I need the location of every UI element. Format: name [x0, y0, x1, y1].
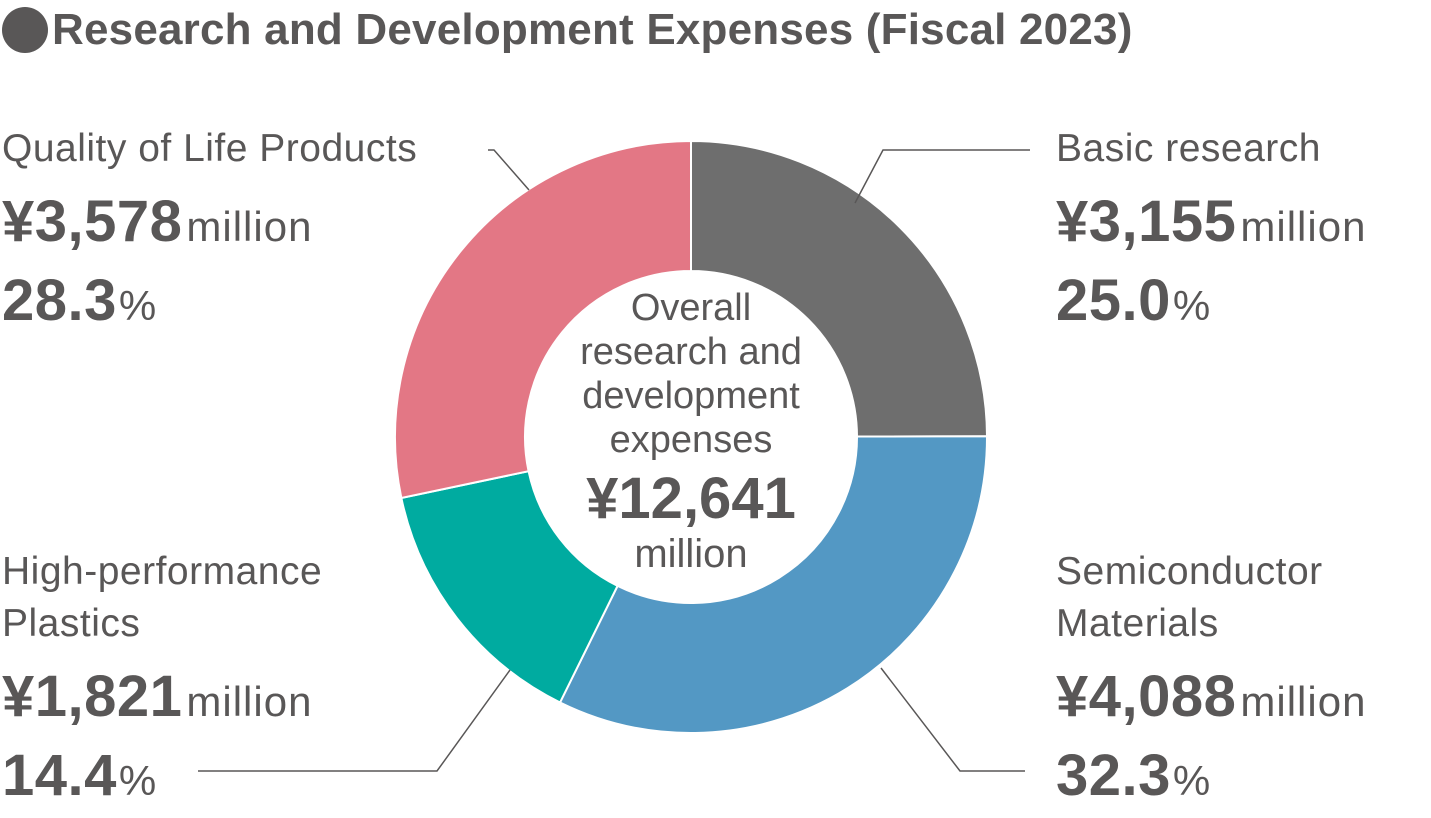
leader-line-semiconductor-materials — [880, 667, 1025, 772]
slice-name-line-2: Plastics — [2, 602, 141, 645]
slice-amount: ¥1,821million — [2, 660, 322, 739]
center-total-unit: million — [634, 532, 748, 576]
label-basic-research: Basic research ¥3,155million 25.0% — [1056, 123, 1366, 343]
donut-center-label: Overall research and development expense… — [541, 286, 841, 576]
center-total-amount: ¥12,641 — [586, 466, 796, 531]
slice-amount-unit: million — [186, 678, 313, 725]
donut-slice-quality-of-life-products — [394, 139, 692, 500]
slice-name: Quality of Life Products — [2, 127, 418, 170]
slice-amount: ¥3,155million — [1056, 185, 1366, 264]
donut-slice-high-performance-plastics — [400, 470, 619, 704]
label-high-performance-plastics: High-performance Plastics ¥1,821million … — [2, 546, 322, 818]
donut-slice-basic-research — [690, 139, 989, 438]
donut-slices — [394, 139, 989, 734]
slice-amount-value: ¥3,578 — [2, 189, 183, 254]
leader-line-quality-of-life-products — [488, 149, 530, 191]
slice-percent-value: 14.4 — [2, 743, 117, 808]
slice-percent: 14.4% — [2, 739, 322, 818]
slice-amount-unit: million — [186, 203, 313, 250]
center-desc-line-2: research and — [580, 331, 802, 373]
chart-title: Research and Development Expenses (Fisca… — [2, 2, 1133, 58]
center-desc-line-1: Overall — [630, 287, 752, 329]
center-desc-line-3: development — [582, 375, 800, 417]
slice-name: Basic research — [1056, 127, 1321, 170]
leader-lines — [198, 149, 1030, 772]
slice-percent-value: 32.3 — [1056, 743, 1171, 808]
leader-line-high-performance-plastics — [198, 669, 511, 772]
center-desc-line-4: expenses — [609, 419, 773, 461]
slice-percent-value: 28.3 — [2, 268, 117, 333]
chart-title-text: Research and Development Expenses (Fisca… — [52, 5, 1133, 54]
label-semiconductor-materials: Semiconductor Materials ¥4,088million 32… — [1056, 546, 1366, 818]
slice-amount-unit: million — [1240, 678, 1367, 725]
slice-amount-unit: million — [1240, 203, 1367, 250]
label-quality-of-life-products: Quality of Life Products ¥3,578million 2… — [2, 123, 417, 343]
slice-percent: 25.0% — [1056, 264, 1366, 343]
slice-percent: 32.3% — [1056, 739, 1366, 818]
percent-sign: % — [1172, 282, 1211, 329]
slice-percent: 28.3% — [2, 264, 417, 343]
slice-name-line-1: High-performance — [2, 550, 323, 593]
percent-sign: % — [1172, 757, 1211, 804]
slice-amount-value: ¥3,155 — [1056, 189, 1237, 254]
slice-amount-value: ¥1,821 — [2, 664, 183, 729]
percent-sign: % — [118, 757, 157, 804]
leader-line-basic-research — [854, 149, 1030, 204]
percent-sign: % — [118, 282, 157, 329]
slice-amount: ¥4,088million — [1056, 660, 1366, 739]
slice-percent-value: 25.0 — [1056, 268, 1171, 333]
title-bullet-icon — [2, 7, 48, 53]
slice-amount: ¥3,578million — [2, 185, 417, 264]
slice-name-line-2: Materials — [1056, 602, 1219, 645]
slice-name-line-1: Semiconductor — [1056, 550, 1323, 593]
donut-slice-semiconductor-materials — [558, 435, 989, 734]
slice-amount-value: ¥4,088 — [1056, 664, 1237, 729]
